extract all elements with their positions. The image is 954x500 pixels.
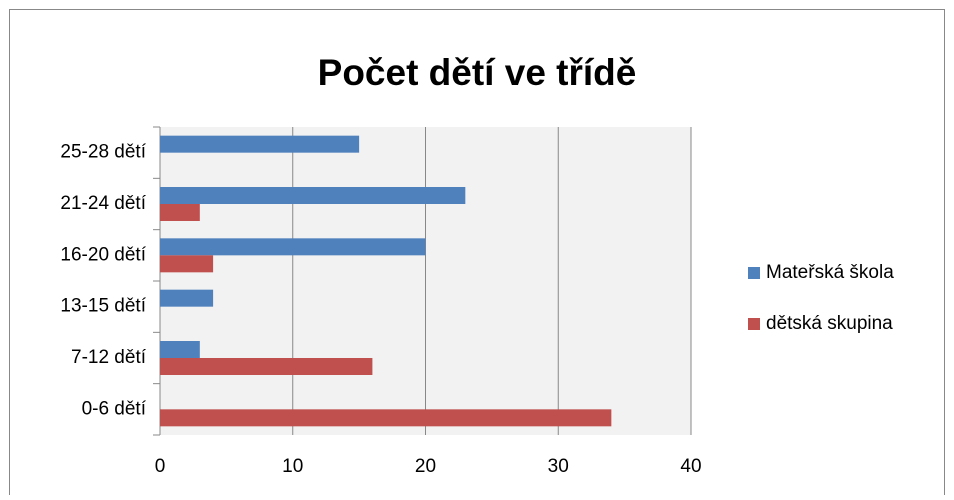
bar <box>160 204 200 221</box>
chart-title: Počet dětí ve třídě <box>318 52 637 93</box>
bar <box>160 135 360 153</box>
bar <box>160 238 426 256</box>
x-tick-label: 10 <box>282 456 303 477</box>
y-tick-label: 13-15 dětí <box>60 296 146 317</box>
y-tick-label: 25-28 dětí <box>60 142 146 163</box>
bar <box>160 187 466 204</box>
bar <box>160 255 214 273</box>
legend-label: dětská skupina <box>766 313 893 334</box>
legend-label: Mateřská škola <box>766 262 894 283</box>
y-tick-label: 7-12 dětí <box>71 347 147 368</box>
x-tick-label: 0 <box>155 456 166 477</box>
x-tick-label: 20 <box>415 456 436 477</box>
bar <box>160 358 373 375</box>
y-tick-label: 0-6 dětí <box>82 398 147 419</box>
bar <box>160 341 200 358</box>
y-tick-label: 16-20 dětí <box>60 244 146 265</box>
x-tick-label: 30 <box>548 456 569 477</box>
bar <box>160 409 612 427</box>
legend-swatch <box>748 267 760 279</box>
y-tick-label: 21-24 dětí <box>60 193 146 214</box>
bar <box>160 289 214 307</box>
legend-swatch <box>748 318 760 330</box>
x-tick-label: 40 <box>680 456 701 477</box>
